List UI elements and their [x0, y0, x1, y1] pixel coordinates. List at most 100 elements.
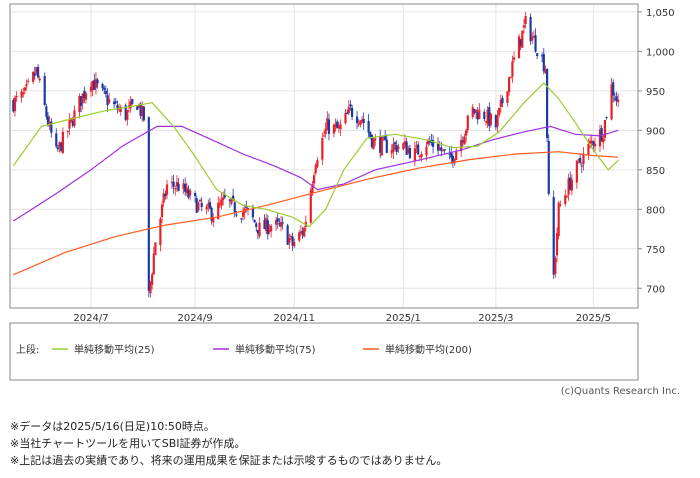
candle-body — [141, 105, 144, 117]
candle-body — [217, 202, 220, 220]
candle-body — [200, 202, 203, 208]
candle-body — [136, 106, 139, 110]
candle-body — [316, 160, 319, 167]
candle-body — [50, 121, 53, 133]
candle-body — [12, 100, 15, 112]
candle-body — [268, 230, 271, 233]
candle-body — [270, 225, 273, 232]
candle-body — [84, 93, 88, 100]
candle-body — [403, 141, 407, 145]
candle-body — [369, 131, 372, 138]
candle-body — [124, 105, 127, 120]
candle-body — [483, 111, 486, 119]
candle-body — [291, 236, 294, 246]
candle-body — [489, 113, 493, 125]
candle-body — [420, 153, 423, 158]
candle-body — [137, 104, 141, 108]
candle-body — [451, 156, 455, 163]
candle-body — [61, 131, 64, 153]
y-tick-label: 1,000 — [646, 47, 675, 58]
candle-body — [36, 67, 40, 78]
ma25-line — [12, 82, 619, 228]
candle-body — [79, 96, 83, 106]
candle-body — [108, 99, 111, 103]
candle-body — [494, 115, 497, 128]
candle-body — [265, 218, 268, 231]
candle-body — [245, 205, 248, 208]
candle-body — [612, 82, 615, 96]
candle-body — [142, 106, 145, 121]
candle-body — [393, 142, 397, 145]
candle-body — [177, 183, 180, 191]
candle-body — [210, 207, 213, 221]
candle-body — [349, 104, 352, 107]
candle-body — [448, 153, 451, 155]
candle-body — [436, 143, 440, 151]
candle-body — [453, 158, 456, 164]
candle-body — [119, 106, 122, 112]
candle-body — [582, 153, 585, 165]
candle-body — [81, 93, 84, 104]
candle-body — [71, 121, 74, 126]
candle-body — [536, 53, 539, 56]
candle-body — [104, 90, 107, 95]
candle-body — [222, 197, 225, 200]
plot-border — [9, 3, 639, 309]
candle-body — [45, 106, 48, 117]
candle-body — [66, 131, 69, 133]
candle-body — [116, 105, 119, 110]
candle-body — [58, 142, 61, 147]
candle-body — [588, 141, 592, 144]
candle-body — [212, 217, 215, 223]
legend-label: 単純移動平均(200) — [385, 343, 472, 356]
candle-body — [207, 203, 210, 207]
candle-body — [174, 188, 177, 190]
candle-body — [350, 107, 354, 117]
candle-body — [397, 146, 400, 149]
candle-body — [524, 16, 527, 24]
candle-body — [309, 190, 312, 223]
candle-body — [147, 117, 150, 291]
candle-body — [35, 67, 38, 74]
candle-body — [357, 123, 360, 125]
candle-body — [380, 137, 383, 156]
candle-body — [552, 196, 555, 275]
candle-body — [46, 116, 50, 126]
candle-body — [288, 238, 291, 243]
candle-body — [557, 202, 560, 236]
moving-average-lines — [12, 82, 619, 276]
candle-body — [441, 149, 445, 151]
candle-body — [303, 227, 306, 237]
candle-body — [385, 139, 388, 153]
copyright-credit: (c)Quants Research Inc. — [560, 386, 680, 397]
candle-body — [466, 115, 469, 130]
candle-body — [93, 80, 96, 90]
footnote-data-time: ※データは2025/5/16(日足)10:50時点。 — [10, 420, 215, 433]
candle-body — [565, 196, 569, 198]
candle-body — [602, 138, 605, 143]
candle-body — [263, 220, 266, 230]
x-tick-label: 2025/5 — [576, 313, 611, 324]
legend-label: 単純移動平均(75) — [235, 343, 316, 356]
candle-body — [89, 86, 93, 92]
candle-body — [113, 101, 116, 105]
candle-body — [392, 143, 395, 152]
candle-body — [198, 199, 202, 202]
candle-body — [405, 141, 408, 155]
candle-body — [461, 140, 464, 143]
candle-body — [407, 148, 410, 153]
candle-body — [83, 90, 86, 98]
candle-body — [577, 159, 580, 161]
candle-body — [23, 87, 26, 91]
candle-body — [374, 138, 377, 141]
y-tick-label: 950 — [646, 87, 665, 98]
candle-body — [509, 77, 512, 79]
candle-body — [450, 152, 453, 158]
candle-body — [96, 79, 99, 84]
candle-body — [311, 184, 314, 194]
x-tick-label: 2025/3 — [478, 313, 513, 324]
y-tick-label: 800 — [646, 205, 665, 216]
y-tick-label: 850 — [646, 166, 665, 177]
candle-body — [223, 194, 226, 198]
candle-body — [274, 220, 278, 225]
